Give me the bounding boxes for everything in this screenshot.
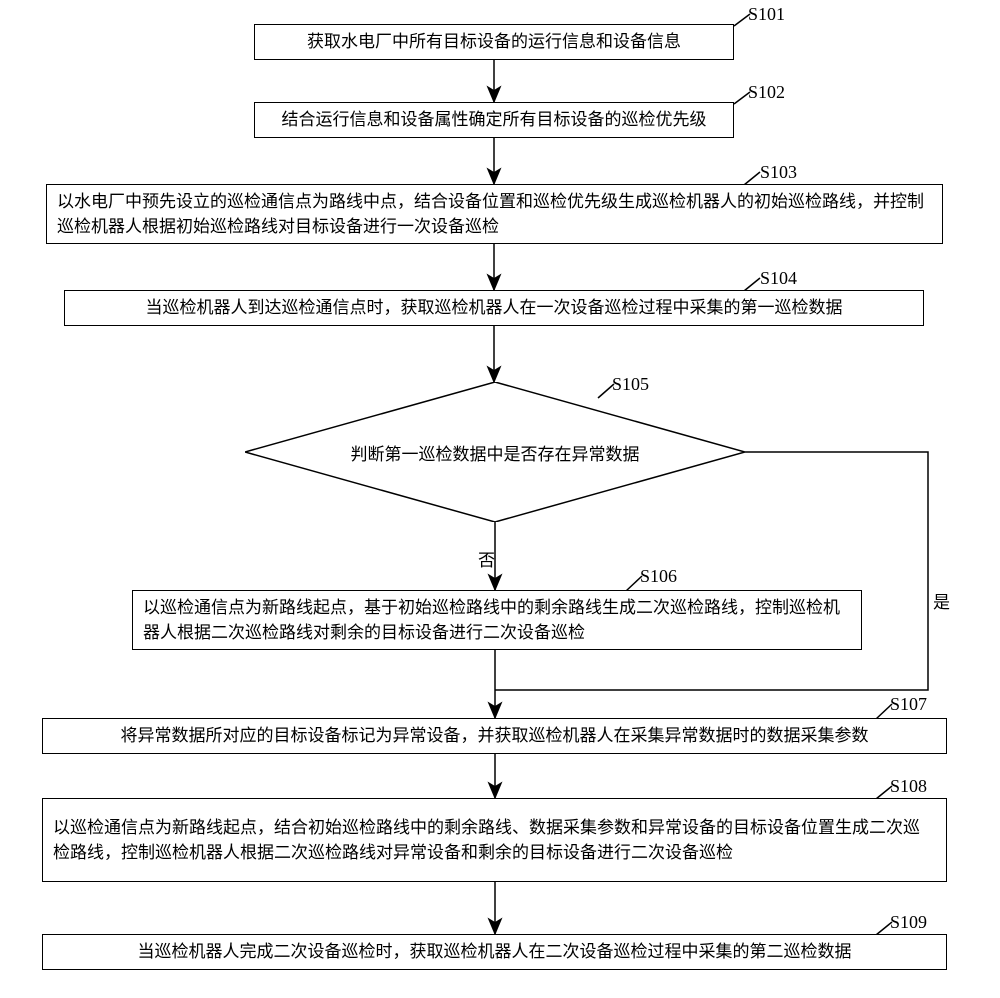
step-box-s109: 当巡检机器人完成二次设备巡检时，获取巡检机器人在二次设备巡检过程中采集的第二巡检… bbox=[42, 934, 947, 970]
step-box-s104: 当巡检机器人到达巡检通信点时，获取巡检机器人在一次设备巡检过程中采集的第一巡检数… bbox=[64, 290, 924, 326]
step-box-s101: 获取水电厂中所有目标设备的运行信息和设备信息 bbox=[254, 24, 734, 60]
step-label-s106: S106 bbox=[640, 566, 677, 587]
step-text: 以巡检通信点为新路线起点，结合初始巡检路线中的剩余路线、数据采集参数和异常设备的… bbox=[53, 815, 936, 866]
step-label-s101: S101 bbox=[748, 4, 785, 25]
decision-text: 判断第一巡检数据中是否存在异常数据 bbox=[351, 440, 640, 465]
step-box-s102: 结合运行信息和设备属性确定所有目标设备的巡检优先级 bbox=[254, 102, 734, 138]
edge-label-yes: 是 bbox=[933, 588, 950, 613]
step-box-s108: 以巡检通信点为新路线起点，结合初始巡检路线中的剩余路线、数据采集参数和异常设备的… bbox=[42, 798, 947, 882]
step-label-s108: S108 bbox=[890, 776, 927, 797]
step-box-s107: 将异常数据所对应的目标设备标记为异常设备，并获取巡检机器人在采集异常数据时的数据… bbox=[42, 718, 947, 754]
step-label-s105: S105 bbox=[612, 374, 649, 395]
step-text: 将异常数据所对应的目标设备标记为异常设备，并获取巡检机器人在采集异常数据时的数据… bbox=[121, 723, 869, 749]
step-label-s102: S102 bbox=[748, 82, 785, 103]
step-box-s106: 以巡检通信点为新路线起点，基于初始巡检路线中的剩余路线生成二次巡检路线，控制巡检… bbox=[132, 590, 862, 650]
step-text: 当巡检机器人到达巡检通信点时，获取巡检机器人在一次设备巡检过程中采集的第一巡检数… bbox=[146, 295, 843, 321]
edge-label-no: 否 bbox=[478, 546, 495, 571]
step-label-s103: S103 bbox=[760, 162, 797, 183]
decision-s105: 判断第一巡检数据中是否存在异常数据 bbox=[245, 382, 745, 522]
step-text: 以水电厂中预先设立的巡检通信点为路线中点，结合设备位置和巡检优先级生成巡检机器人… bbox=[57, 189, 932, 240]
step-label-s104: S104 bbox=[760, 268, 797, 289]
step-box-s103: 以水电厂中预先设立的巡检通信点为路线中点，结合设备位置和巡检优先级生成巡检机器人… bbox=[46, 184, 943, 244]
step-text: 当巡检机器人完成二次设备巡检时，获取巡检机器人在二次设备巡检过程中采集的第二巡检… bbox=[138, 939, 852, 965]
step-text: 获取水电厂中所有目标设备的运行信息和设备信息 bbox=[307, 29, 681, 55]
step-text: 结合运行信息和设备属性确定所有目标设备的巡检优先级 bbox=[282, 107, 707, 133]
step-label-s107: S107 bbox=[890, 694, 927, 715]
step-text: 以巡检通信点为新路线起点，基于初始巡检路线中的剩余路线生成二次巡检路线，控制巡检… bbox=[143, 595, 851, 646]
step-label-s109: S109 bbox=[890, 912, 927, 933]
